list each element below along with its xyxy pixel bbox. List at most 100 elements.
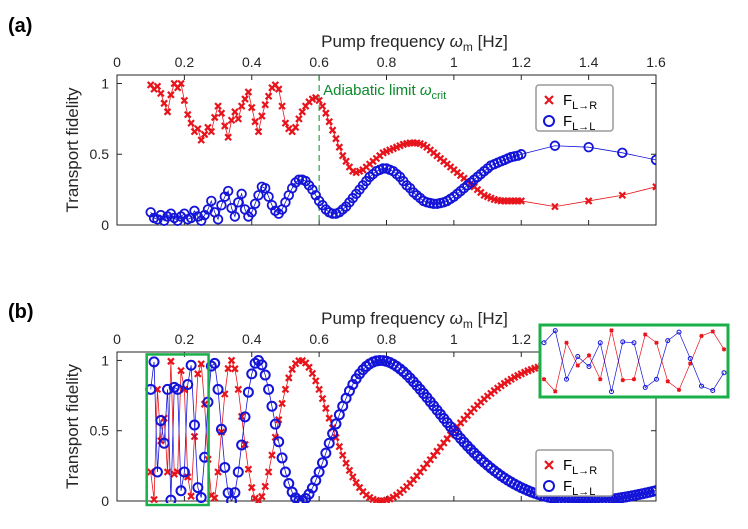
data-point-x <box>308 369 317 378</box>
x-axis-title: Pump frequency ωm [Hz] <box>321 32 508 54</box>
legend-marker-x <box>544 460 554 470</box>
data-point-x <box>187 492 195 500</box>
x-tick-label: 1.4 <box>579 54 599 70</box>
data-point-o <box>219 461 231 473</box>
data-point-o <box>327 208 338 219</box>
inset-point-x <box>575 363 581 368</box>
data-point-x <box>335 143 344 151</box>
data-point-o <box>357 364 369 376</box>
inset-point-x <box>552 389 558 394</box>
x-axis-title-text: Pump frequency <box>321 32 450 51</box>
data-point-x <box>278 102 286 110</box>
data-point-o <box>155 415 167 427</box>
data-point-x <box>258 492 266 501</box>
data-point-o <box>148 356 160 368</box>
data-point-x <box>322 404 330 413</box>
data-point-o <box>249 198 261 209</box>
annotation-text: Adiabatic limit <box>323 82 420 99</box>
data-point-o <box>266 400 278 412</box>
data-point-x <box>318 102 327 110</box>
data-point-x <box>217 109 226 117</box>
data-point-x <box>281 385 290 394</box>
y-axis-title: Transport fidelity <box>63 87 82 213</box>
data-point-x <box>258 112 266 120</box>
data-point-x <box>335 442 344 451</box>
data-point-x <box>227 116 236 125</box>
data-point-x <box>251 117 259 126</box>
data-point-x <box>315 385 323 394</box>
inset-point-o <box>609 389 614 395</box>
inset-point-o <box>687 355 693 361</box>
data-point-o <box>253 190 264 201</box>
data-point-o <box>185 359 197 371</box>
data-point-o <box>178 466 190 478</box>
data-point-o <box>233 197 244 208</box>
x-tick-label: 0.4 <box>242 54 262 70</box>
data-point-x <box>315 96 323 105</box>
inset-point-x <box>586 353 592 358</box>
data-point-o <box>222 185 234 197</box>
legend-marker-o <box>543 480 555 492</box>
data-point-x <box>244 88 253 96</box>
data-point-o <box>239 411 251 423</box>
data-point-x <box>237 412 246 421</box>
data-point-o <box>175 485 187 497</box>
legend-entry-label: FL→R <box>563 457 597 477</box>
data-point-x <box>190 432 199 441</box>
data-point-x <box>183 473 192 481</box>
data-point-o <box>165 494 177 503</box>
data-point-o <box>259 369 271 381</box>
data-point-o <box>260 183 271 194</box>
inset-point-o <box>710 387 716 393</box>
legend-entry-label: FL→L <box>563 478 595 498</box>
data-point-x <box>167 357 175 366</box>
data-point-o <box>377 163 389 174</box>
data-point-x <box>221 122 229 130</box>
data-point-x <box>183 110 192 119</box>
data-point-x <box>150 495 158 503</box>
inset-point-x <box>710 329 716 334</box>
data-point-o <box>232 466 244 478</box>
highlight-region <box>145 353 210 507</box>
plot-area <box>145 79 656 226</box>
data-point-x <box>338 451 347 460</box>
y-tick-label: 0.5 <box>90 423 110 439</box>
data-point-x <box>288 365 296 374</box>
inset-point-o <box>642 384 648 390</box>
data-point-o <box>468 447 480 459</box>
data-point-o <box>226 202 237 214</box>
data-point-x <box>207 127 216 136</box>
data-point-o <box>269 418 281 430</box>
data-point-x <box>291 123 300 132</box>
x-tick-label: 0.8 <box>377 331 397 347</box>
x-tick-label: 0.2 <box>175 331 195 347</box>
data-point-x <box>551 202 559 211</box>
data-point-x <box>254 127 263 136</box>
x-tick-label: 1.2 <box>512 54 532 70</box>
annotation-symbol: ω <box>420 82 432 99</box>
x-axis-title-symbol: ω <box>450 32 463 51</box>
inset-point-o <box>676 329 682 335</box>
data-point-x <box>167 91 175 99</box>
data-point-x <box>338 151 347 160</box>
data-point-x <box>311 377 320 385</box>
data-point-o <box>428 198 439 209</box>
data-point-x <box>180 96 189 105</box>
x-axis-title-unit: [Hz] <box>473 309 508 328</box>
y-tick-label: 1 <box>101 75 109 91</box>
data-point-x <box>234 385 243 394</box>
data-point-x <box>264 92 273 101</box>
inset-point-o <box>620 339 626 345</box>
data-point-x <box>231 108 239 116</box>
data-point-x <box>261 482 270 491</box>
y-tick-label: 1 <box>101 352 109 368</box>
data-point-o <box>401 369 413 381</box>
legend-entry-label: FL→R <box>563 92 597 112</box>
x-tick-label: 1.2 <box>512 331 532 347</box>
data-point-o <box>172 383 184 395</box>
x-tick-label: 0.6 <box>309 54 329 70</box>
legend-entry-sub: L→R <box>572 465 597 477</box>
data-point-x <box>234 115 243 123</box>
